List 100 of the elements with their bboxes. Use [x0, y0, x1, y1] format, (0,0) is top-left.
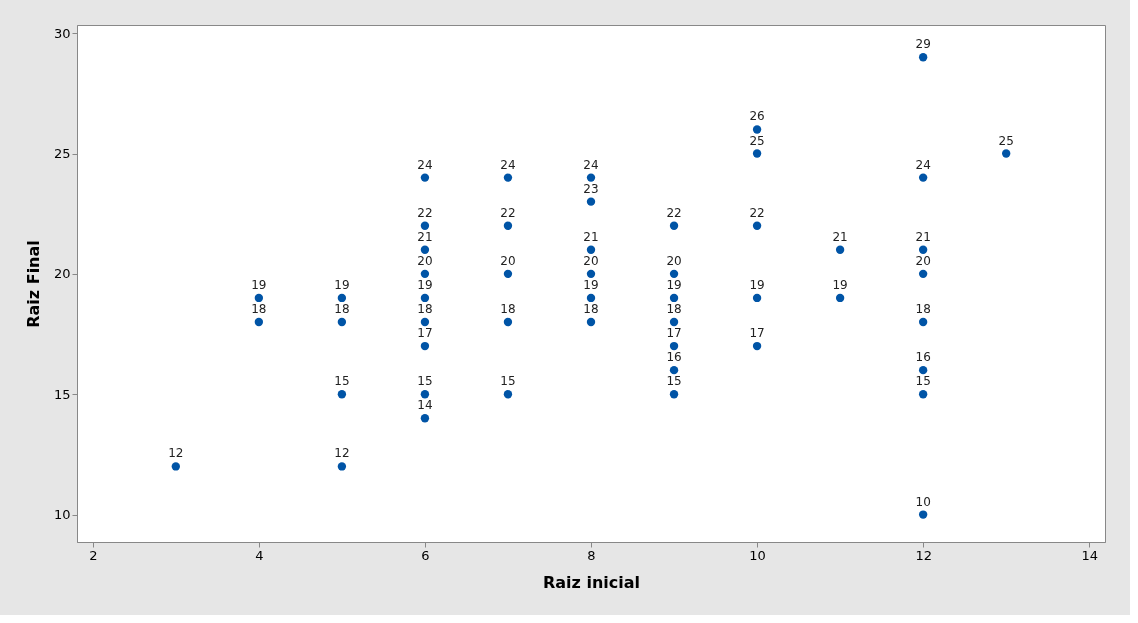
- point: [586, 293, 596, 303]
- point: [254, 317, 264, 327]
- x-tick-label: 10: [749, 547, 766, 563]
- point: [420, 269, 430, 279]
- point: [586, 245, 596, 254]
- point: [420, 414, 430, 423]
- data-label: 24: [915, 157, 931, 172]
- point: [420, 173, 430, 182]
- x-tick-label: 14: [1081, 547, 1098, 563]
- point: [835, 293, 845, 303]
- data-label: 17: [749, 326, 765, 341]
- y-tick-label: 10: [53, 507, 71, 523]
- point: [918, 173, 928, 182]
- data-label: 17: [417, 326, 433, 341]
- point: [1002, 149, 1011, 158]
- data-label: 20: [666, 253, 682, 268]
- y-tick-label: 20: [53, 266, 71, 282]
- data-label: 12: [334, 446, 350, 461]
- data-label: 20: [583, 253, 599, 268]
- x-tick-label: 12: [915, 547, 932, 563]
- y-tick-label: 25: [53, 146, 71, 162]
- data-label: 19: [417, 277, 433, 292]
- point: [171, 462, 180, 471]
- data-label: 16: [915, 350, 931, 365]
- point: [586, 269, 596, 279]
- point: [918, 510, 928, 519]
- y-tick-label: 15: [53, 386, 71, 402]
- data-label: 22: [500, 205, 516, 220]
- data-label: 18: [915, 302, 931, 317]
- data-label: 22: [417, 205, 433, 220]
- point: [918, 269, 928, 279]
- data-label: 26: [749, 109, 765, 124]
- point: [586, 197, 596, 206]
- data-label: 24: [583, 157, 599, 172]
- data-label: 18: [251, 302, 267, 317]
- data-label: 18: [500, 302, 516, 317]
- point: [503, 221, 513, 230]
- point: [669, 293, 679, 303]
- data-label: 24: [417, 157, 433, 172]
- point: [752, 221, 762, 230]
- point: [918, 53, 928, 62]
- point: [918, 365, 928, 375]
- point: [420, 341, 430, 351]
- data-label: 18: [334, 302, 350, 317]
- data-label: 21: [832, 229, 848, 244]
- point: [669, 269, 679, 279]
- point: [918, 245, 928, 254]
- data-label: 15: [417, 374, 433, 389]
- y-axis-title: Raiz Final: [23, 240, 43, 328]
- point: [752, 125, 762, 134]
- point: [918, 390, 928, 399]
- data-label: 20: [500, 253, 516, 268]
- data-label: 29: [915, 37, 931, 52]
- point: [420, 317, 430, 327]
- point: [669, 365, 679, 375]
- point: [337, 390, 347, 399]
- data-label: 15: [666, 374, 682, 389]
- point: [420, 245, 430, 254]
- data-label: 20: [417, 253, 433, 268]
- data-label: 25: [749, 133, 765, 148]
- point: [669, 341, 679, 351]
- point: [337, 462, 347, 471]
- x-tick-label: 8: [587, 547, 596, 563]
- point: [503, 269, 513, 279]
- point: [586, 317, 596, 327]
- data-label: 22: [749, 205, 765, 220]
- data-label: 15: [334, 374, 350, 389]
- point: [503, 173, 513, 182]
- data-label: 18: [666, 302, 682, 317]
- point: [835, 245, 845, 254]
- point: [254, 293, 264, 303]
- point: [752, 341, 762, 351]
- data-label: 23: [583, 181, 599, 196]
- data-label: 10: [915, 494, 931, 509]
- point: [503, 317, 513, 327]
- point: [752, 293, 762, 303]
- point: [420, 293, 430, 303]
- data-label: 15: [500, 374, 516, 389]
- point: [586, 173, 596, 182]
- point: [669, 390, 679, 399]
- x-tick-label: 4: [255, 547, 264, 563]
- x-tick-label: 6: [421, 547, 430, 563]
- point: [503, 390, 513, 399]
- data-label: 19: [666, 277, 682, 292]
- data-label: 17: [666, 326, 682, 341]
- data-label: 20: [915, 253, 931, 268]
- data-label: 24: [500, 157, 516, 172]
- point: [420, 390, 430, 399]
- data-label: 25: [998, 133, 1014, 148]
- data-label: 16: [666, 350, 682, 365]
- data-label: 19: [334, 277, 350, 292]
- data-label: 22: [666, 205, 682, 220]
- y-tick-label: 30: [53, 25, 71, 41]
- x-axis-title: Raiz inicial: [542, 572, 641, 592]
- data-label: 18: [417, 302, 433, 317]
- x-tick-label: 2: [89, 547, 98, 563]
- data-label: 19: [583, 277, 599, 292]
- data-label: 19: [832, 277, 848, 292]
- data-label: 19: [749, 277, 765, 292]
- point: [337, 293, 347, 303]
